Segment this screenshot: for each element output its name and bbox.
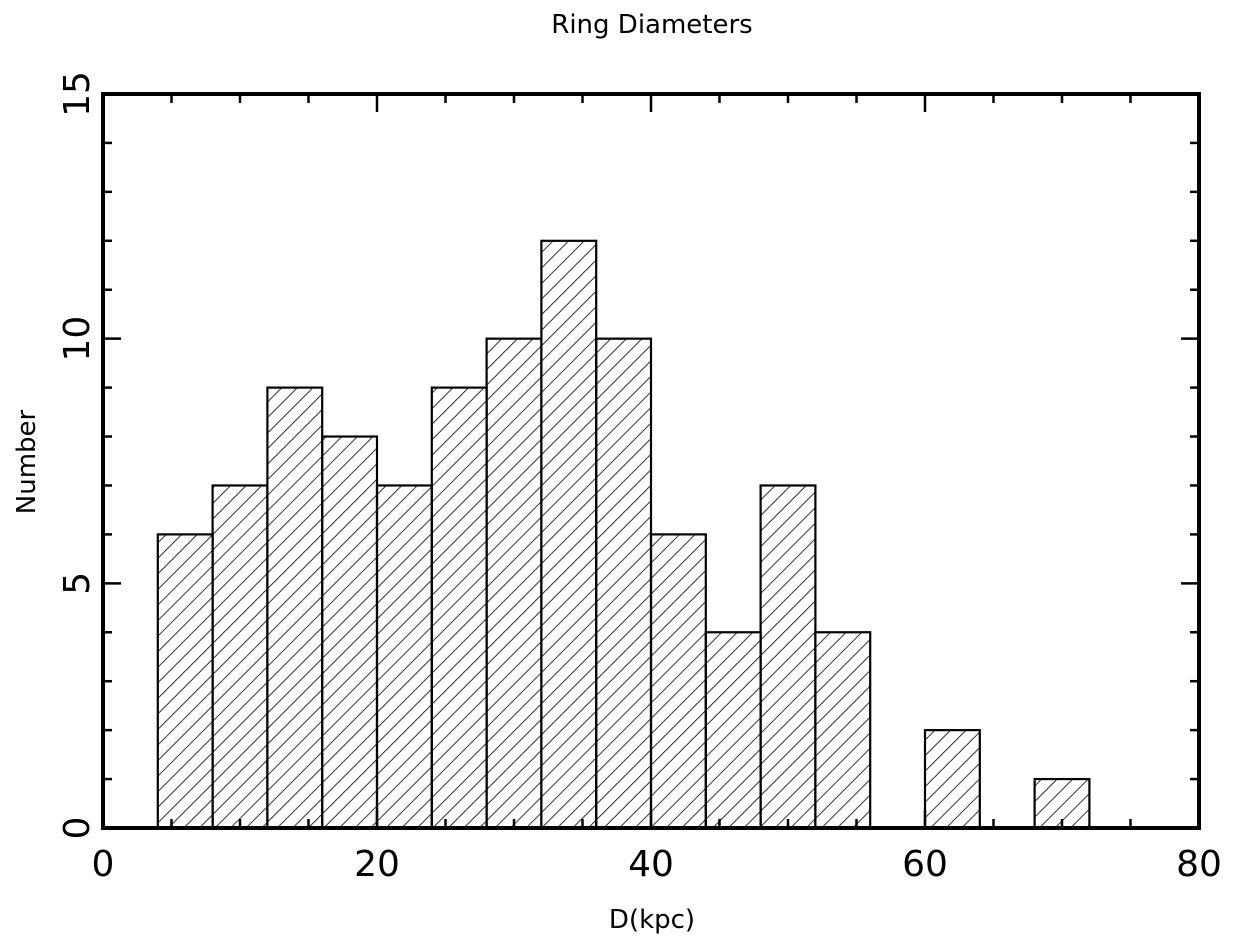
x-tick-label-20: 20	[354, 844, 400, 885]
histogram-bar-16-20	[321, 435, 379, 830]
histogram-bar-48-52	[759, 484, 817, 830]
histogram-bar-36-40	[595, 337, 653, 830]
histogram-bar-44-48	[704, 631, 762, 830]
y-tick-label-0: 0	[57, 817, 98, 840]
histogram-bar-52-56	[814, 631, 872, 830]
y-tick-label-5: 5	[57, 572, 98, 595]
x-tick-label-80: 80	[1176, 844, 1222, 885]
x-tick-label-40: 40	[628, 844, 674, 885]
tick-labels-group: 0 20 40 60 80 0 5 10 15	[57, 71, 1222, 885]
bars-group	[156, 239, 1091, 830]
y-tick-label-15: 15	[57, 71, 98, 117]
histogram-bar-40-44	[649, 533, 707, 830]
plot-frame	[101, 92, 1201, 830]
x-tick-label-60: 60	[902, 844, 948, 885]
x-axis-label: D(kpc)	[609, 905, 695, 935]
histogram-bar-20-24	[375, 484, 433, 830]
x-tick-label-0: 0	[92, 844, 115, 885]
y-axis-label: Number	[12, 409, 42, 514]
chart-title: Ring Diameters	[551, 10, 752, 40]
histogram-bar-28-32	[485, 337, 543, 830]
histogram-bar-8-12	[211, 484, 269, 830]
histogram-bar-24-28	[430, 386, 488, 830]
histogram-bar-32-36	[540, 239, 598, 830]
histogram-bar-4-8	[156, 533, 214, 830]
histogram-bar-60-64	[923, 729, 981, 830]
y-tick-label-10: 10	[57, 316, 98, 362]
histogram-bar-12-16	[266, 386, 324, 830]
